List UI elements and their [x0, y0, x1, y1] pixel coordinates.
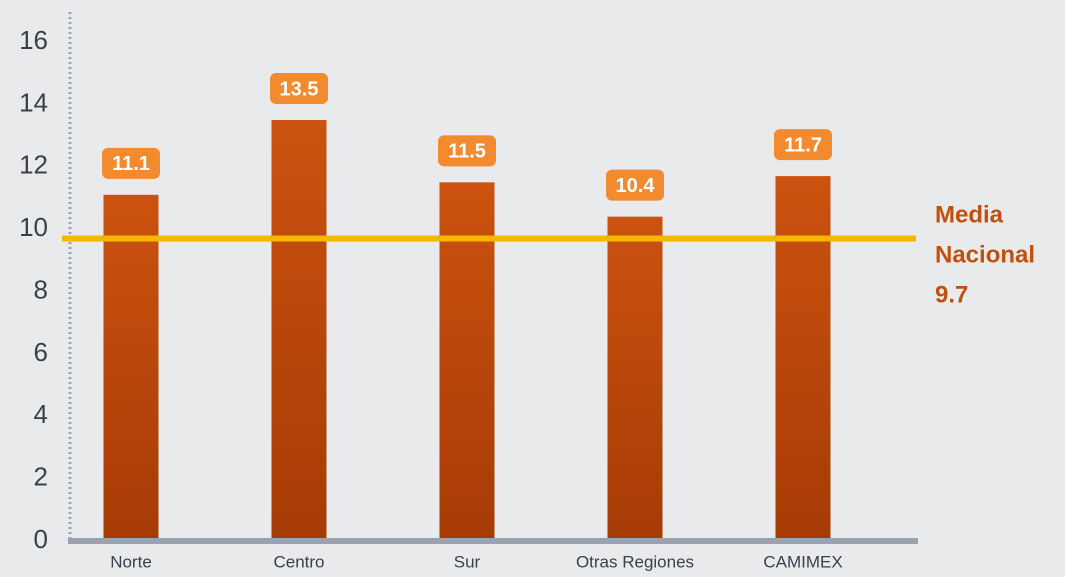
bar: [775, 176, 831, 541]
bar: [607, 216, 663, 541]
x-tick-label: Otras Regiones: [576, 552, 694, 571]
value-label-box: [774, 129, 832, 161]
value-label-box: [438, 135, 496, 167]
x-tick-label: Sur: [454, 552, 481, 571]
y-tick-label: 0: [34, 524, 48, 554]
bar: [439, 182, 495, 541]
value-label: 13.5: [280, 78, 319, 100]
value-label: 11.5: [448, 141, 486, 163]
value-label-box: [270, 72, 328, 104]
y-tick-label: 6: [34, 337, 48, 367]
y-tick-label: 16: [19, 25, 48, 55]
bar: [103, 194, 159, 541]
y-tick-label: 12: [19, 150, 48, 180]
value-label: 11.7: [784, 134, 822, 156]
value-label-box: [606, 169, 664, 201]
x-tick-label: CAMIMEX: [763, 552, 842, 571]
y-tick-label: 10: [19, 212, 48, 242]
x-tick-label: Norte: [110, 552, 152, 571]
reference-value: 9.7: [935, 281, 968, 308]
y-tick-label: 8: [34, 274, 48, 304]
value-label: 10.4: [616, 175, 656, 197]
reference-label: Media: [935, 201, 1004, 228]
x-tick-label: Centro: [273, 552, 324, 571]
value-label: 11.1: [112, 153, 150, 175]
y-tick-label: 14: [19, 87, 48, 117]
y-tick-label: 2: [34, 462, 48, 492]
bar: [271, 119, 327, 541]
y-tick-label: 4: [34, 399, 48, 429]
reference-label: Nacional: [935, 241, 1035, 268]
value-label-box: [102, 147, 160, 179]
